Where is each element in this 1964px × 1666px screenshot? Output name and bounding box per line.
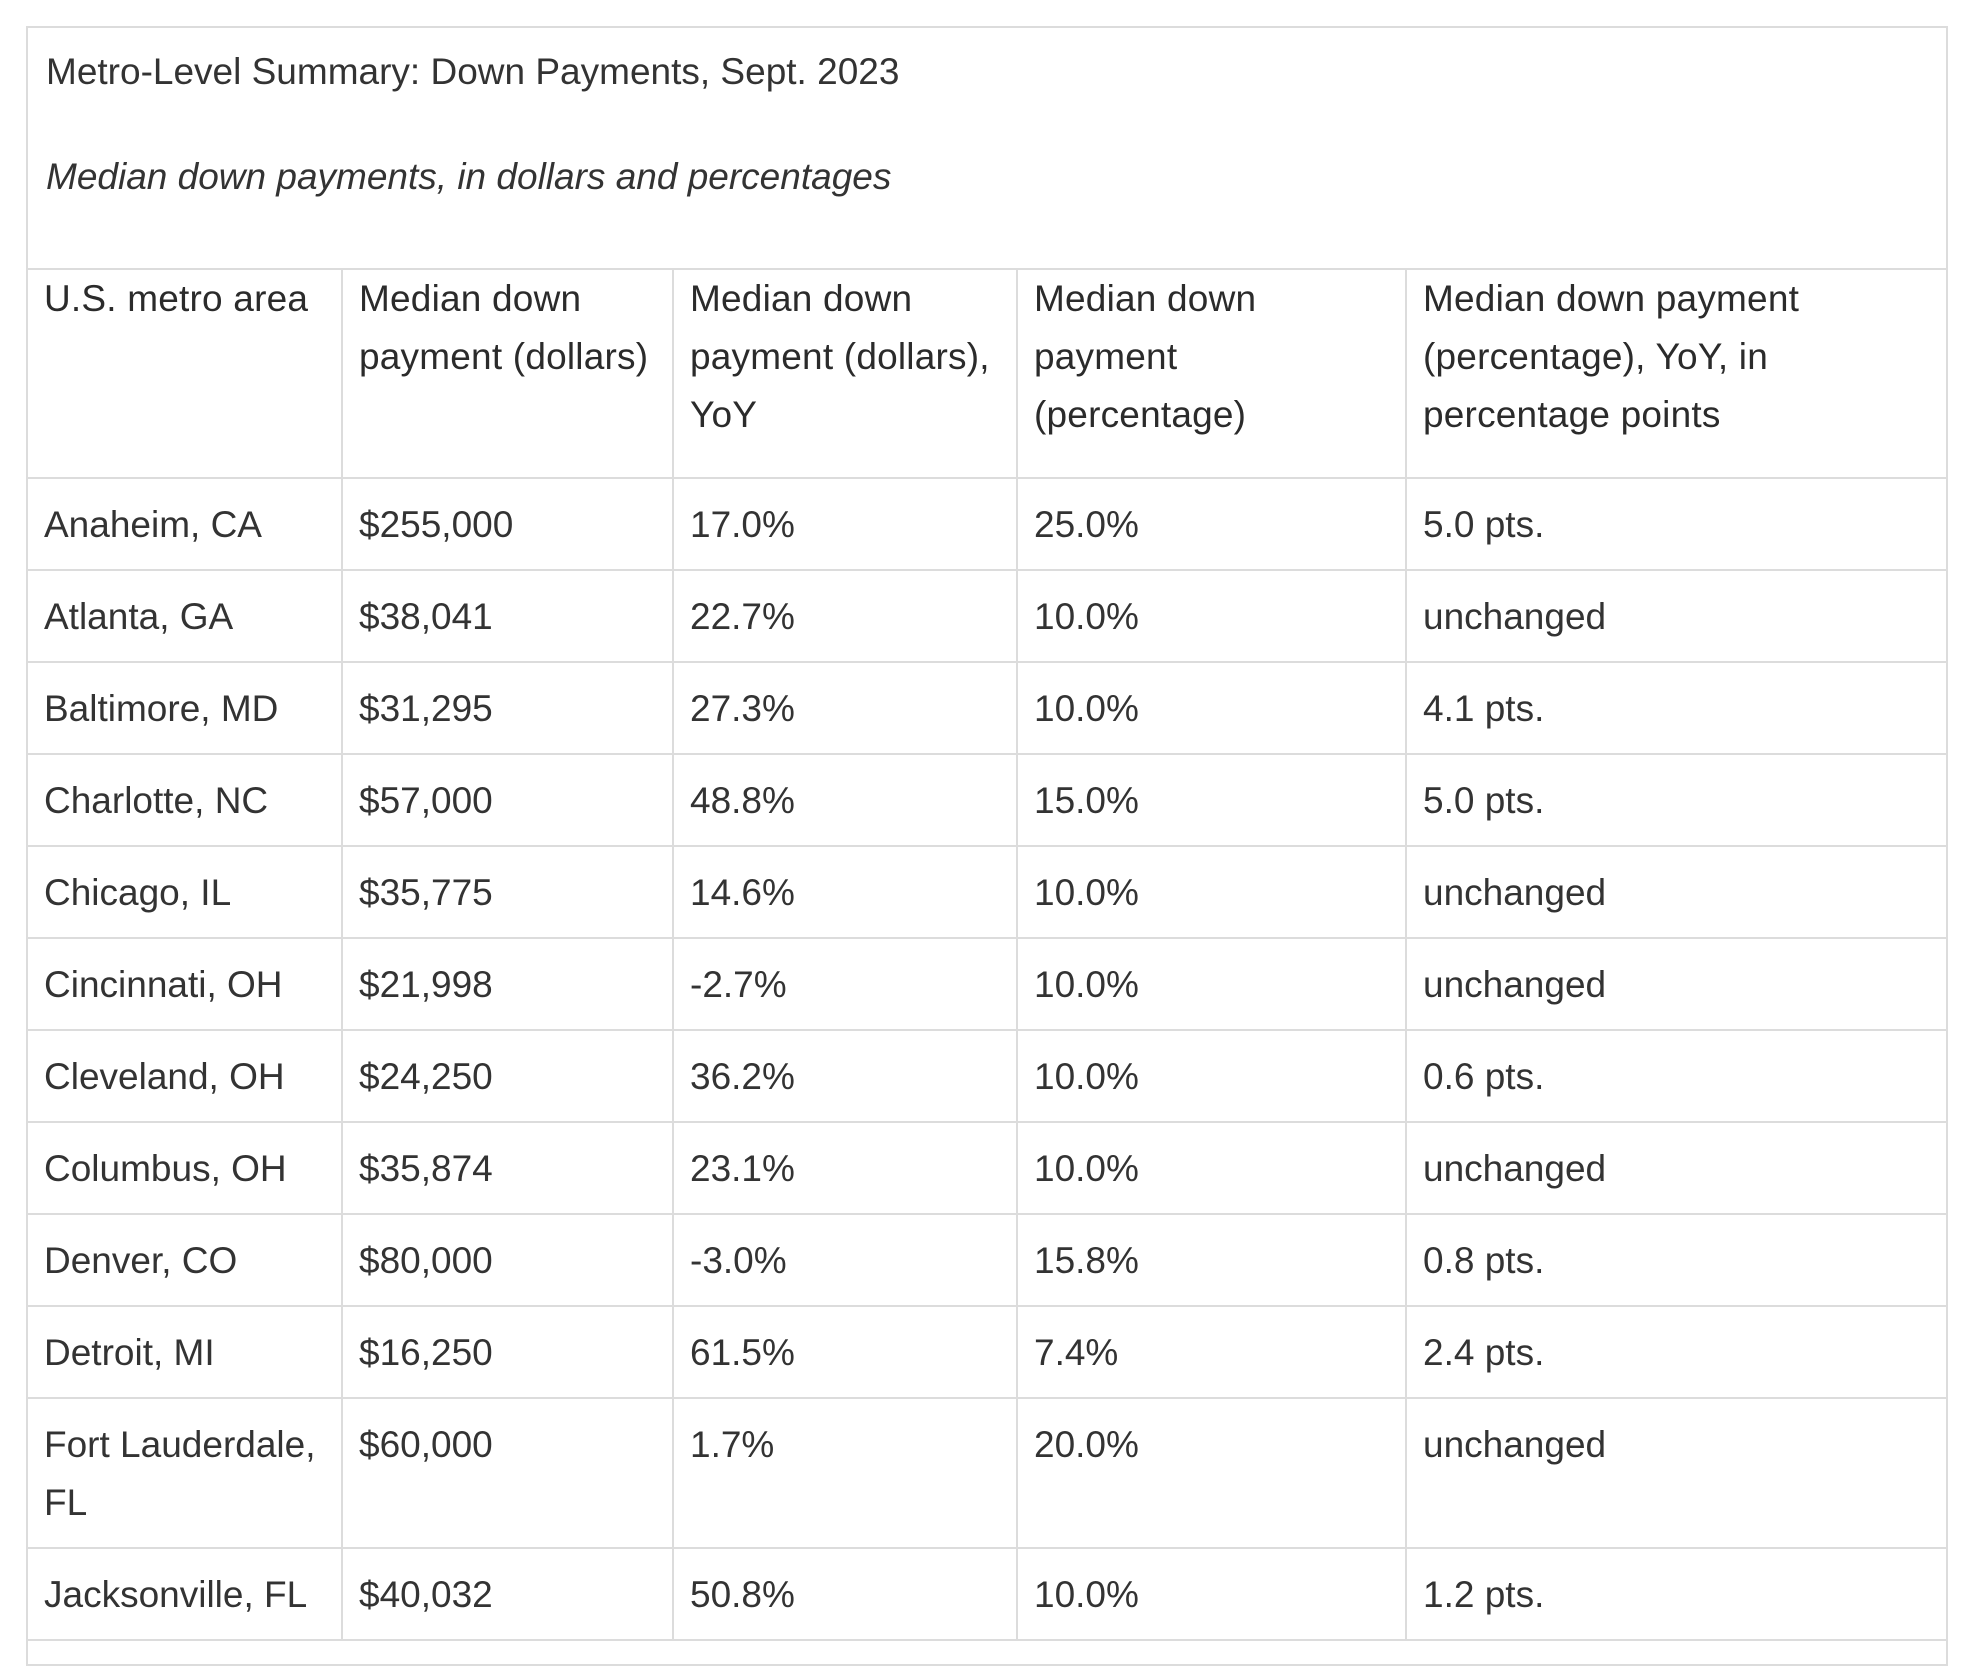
cell-down-payment-dollars-yoy: -2.7% [673, 938, 1018, 1031]
cell-down-payment-percentage: 15.8% [1017, 1214, 1407, 1307]
table-row: Fort Lauderdale, FL $60,000 1.7% 20.0% u… [28, 1398, 1946, 1549]
cell-metro-area: Cincinnati, OH [28, 938, 343, 1031]
cell-down-payment-dollars-yoy: 50.8% [673, 1548, 1018, 1641]
cell-down-payment-percentage-yoy: 4.1 pts. [1406, 662, 1946, 755]
cell-down-payment-percentage: 20.0% [1017, 1398, 1407, 1549]
header-median-down-payment-dollars-yoy: Median down payment (dollars), YoY [673, 270, 1018, 479]
table-row: Atlanta, GA $38,041 22.7% 10.0% unchange… [28, 570, 1946, 663]
cell-down-payment-dollars-yoy: 22.7% [673, 570, 1018, 663]
cell-metro-area: Denver, CO [28, 1214, 343, 1307]
cell-down-payment-dollars: $31,295 [342, 662, 674, 755]
cell-down-payment-percentage-yoy: 0.8 pts. [1406, 1214, 1946, 1307]
cell-down-payment-dollars: $40,032 [342, 1548, 674, 1641]
cell-down-payment-dollars-yoy: 48.8% [673, 754, 1018, 847]
cell-down-payment-percentage-yoy: 2.4 pts. [1406, 1306, 1946, 1399]
cell-metro-area: Chicago, IL [28, 846, 343, 939]
cell-down-payment-percentage-yoy: unchanged [1406, 570, 1946, 663]
cell-down-payment-percentage: 15.0% [1017, 754, 1407, 847]
table-title: Metro-Level Summary: Down Payments, Sept… [46, 51, 900, 92]
cell-down-payment-dollars: $80,000 [342, 1214, 674, 1307]
cell-down-payment-percentage: 10.0% [1017, 938, 1407, 1031]
header-row: U.S. metro area Median down payment (dol… [28, 270, 1946, 479]
table-row: Detroit, MI $16,250 61.5% 7.4% 2.4 pts. [28, 1306, 1946, 1399]
cell-metro-area: Baltimore, MD [28, 662, 343, 755]
cell-down-payment-percentage: 10.0% [1017, 1548, 1407, 1641]
cell-down-payment-percentage: 7.4% [1017, 1306, 1407, 1399]
cell-down-payment-dollars: $16,250 [342, 1306, 674, 1399]
cell-down-payment-dollars: $57,000 [342, 754, 674, 847]
header-metro-area: U.S. metro area [28, 270, 343, 479]
cell-metro-area: Fort Lauderdale, FL [28, 1398, 343, 1549]
table-row: Chicago, IL $35,775 14.6% 10.0% unchange… [28, 846, 1946, 939]
cell-down-payment-percentage-yoy: 1.2 pts. [1406, 1548, 1946, 1641]
cell-down-payment-dollars-yoy: 23.1% [673, 1122, 1018, 1215]
cell-down-payment-dollars-yoy: 36.2% [673, 1030, 1018, 1123]
cell-metro-area: Detroit, MI [28, 1306, 343, 1399]
cell-down-payment-dollars-yoy: 1.7% [673, 1398, 1018, 1549]
cell-metro-area: Cleveland, OH [28, 1030, 343, 1123]
table-row: Cleveland, OH $24,250 36.2% 10.0% 0.6 pt… [28, 1030, 1946, 1123]
cell-down-payment-dollars: $24,250 [342, 1030, 674, 1123]
cell-metro-area: Charlotte, NC [28, 754, 343, 847]
cell-down-payment-dollars-yoy: 14.6% [673, 846, 1018, 939]
cell-down-payment-dollars: $35,874 [342, 1122, 674, 1215]
cell-down-payment-percentage-yoy: unchanged [1406, 1398, 1946, 1549]
table-row: Denver, CO $80,000 -3.0% 15.8% 0.8 pts. [28, 1214, 1946, 1307]
cell-down-payment-percentage-yoy: 5.0 pts. [1406, 754, 1946, 847]
cell-down-payment-dollars: $21,998 [342, 938, 674, 1031]
cell-down-payment-percentage-yoy: unchanged [1406, 938, 1946, 1031]
cell-down-payment-dollars-yoy: 61.5% [673, 1306, 1018, 1399]
cell-metro-area: Columbus, OH [28, 1122, 343, 1215]
cell-down-payment-percentage-yoy: unchanged [1406, 1122, 1946, 1215]
table-row: Jacksonville, FL $40,032 50.8% 10.0% 1.2… [28, 1548, 1946, 1641]
down-payment-table: U.S. metro area Median down payment (dol… [28, 270, 1946, 1641]
cell-down-payment-dollars: $38,041 [342, 570, 674, 663]
summary-table-container: Metro-Level Summary: Down Payments, Sept… [26, 26, 1948, 1666]
table-row: Cincinnati, OH $21,998 -2.7% 10.0% uncha… [28, 938, 1946, 1031]
cell-down-payment-dollars: $35,775 [342, 846, 674, 939]
cell-down-payment-dollars: $255,000 [342, 478, 674, 571]
cell-down-payment-percentage: 10.0% [1017, 662, 1407, 755]
table-caption: Metro-Level Summary: Down Payments, Sept… [28, 28, 1946, 270]
header-median-down-payment-dollars: Median down payment (dollars) [342, 270, 674, 479]
cell-down-payment-percentage: 10.0% [1017, 570, 1407, 663]
cell-down-payment-dollars: $60,000 [342, 1398, 674, 1549]
cell-down-payment-percentage: 25.0% [1017, 478, 1407, 571]
cell-down-payment-percentage-yoy: 0.6 pts. [1406, 1030, 1946, 1123]
cell-down-payment-percentage: 10.0% [1017, 1030, 1407, 1123]
cell-metro-area: Jacksonville, FL [28, 1548, 343, 1641]
cell-metro-area: Anaheim, CA [28, 478, 343, 571]
cell-down-payment-dollars-yoy: -3.0% [673, 1214, 1018, 1307]
cell-down-payment-percentage-yoy: 5.0 pts. [1406, 478, 1946, 571]
header-median-down-payment-percentage: Median down payment (percentage) [1017, 270, 1407, 479]
cell-down-payment-dollars-yoy: 17.0% [673, 478, 1018, 571]
cell-down-payment-percentage-yoy: unchanged [1406, 846, 1946, 939]
table-row: Columbus, OH $35,874 23.1% 10.0% unchang… [28, 1122, 1946, 1215]
table-subtitle: Median down payments, in dollars and per… [46, 156, 892, 197]
cell-down-payment-dollars-yoy: 27.3% [673, 662, 1018, 755]
table-row: Anaheim, CA $255,000 17.0% 25.0% 5.0 pts… [28, 478, 1946, 571]
header-median-down-payment-percentage-yoy: Median down payment (percentage), YoY, i… [1406, 270, 1946, 479]
table-row: Baltimore, MD $31,295 27.3% 10.0% 4.1 pt… [28, 662, 1946, 755]
cell-down-payment-percentage: 10.0% [1017, 1122, 1407, 1215]
table-row: Charlotte, NC $57,000 48.8% 15.0% 5.0 pt… [28, 754, 1946, 847]
cell-metro-area: Atlanta, GA [28, 570, 343, 663]
cell-down-payment-percentage: 10.0% [1017, 846, 1407, 939]
